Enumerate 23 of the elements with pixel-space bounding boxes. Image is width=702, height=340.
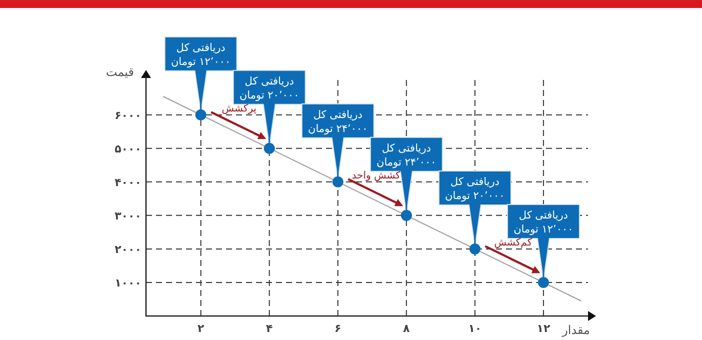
annotation: دریافتی کل ۲۴٬۰۰۰ تومان	[376, 142, 436, 168]
annotation: کم‌کشش	[494, 238, 532, 249]
annotation: کشش واحد	[352, 170, 401, 182]
y-axis-title: قیمت	[106, 65, 134, 79]
x-tick-label: ۲	[197, 322, 204, 335]
annotation: دریافتی کل ۱۲٬۰۰۰ تومان	[514, 209, 574, 236]
annotation: دریافتی کل ۲۰٬۰۰۰ تومان	[239, 75, 300, 102]
y-tick-label: ۴۰۰۰	[114, 176, 142, 189]
x-tick-label: ۴	[266, 322, 273, 335]
y-tick-label: ۳۰۰۰	[114, 209, 142, 222]
annotation: دریافتی کل ۲۴٬۰۰۰ تومان	[308, 108, 368, 135]
x-axis-title: مقدار	[561, 323, 590, 337]
x-tick-label: ۱۰	[468, 322, 482, 335]
y-tick-label: ۲۰۰۰	[114, 242, 142, 256]
annotation: دریافتی کل ۲۰٬۰۰۰ تومان	[445, 176, 505, 202]
y-tick-label: ۵۰۰۰	[114, 142, 142, 156]
y-tick-label: ۶۰۰۰	[114, 108, 142, 122]
x-tick-label: ۸	[403, 322, 410, 335]
x-tick-label: ۱۲	[536, 322, 550, 335]
annotation: دریافتی کل ۱۲٬۰۰۰ تومان	[170, 42, 231, 68]
y-tick-label: ۱۰۰۰	[114, 276, 142, 290]
x-tick-label: ۶	[334, 322, 342, 335]
annotation: پرکشش	[222, 104, 257, 115]
